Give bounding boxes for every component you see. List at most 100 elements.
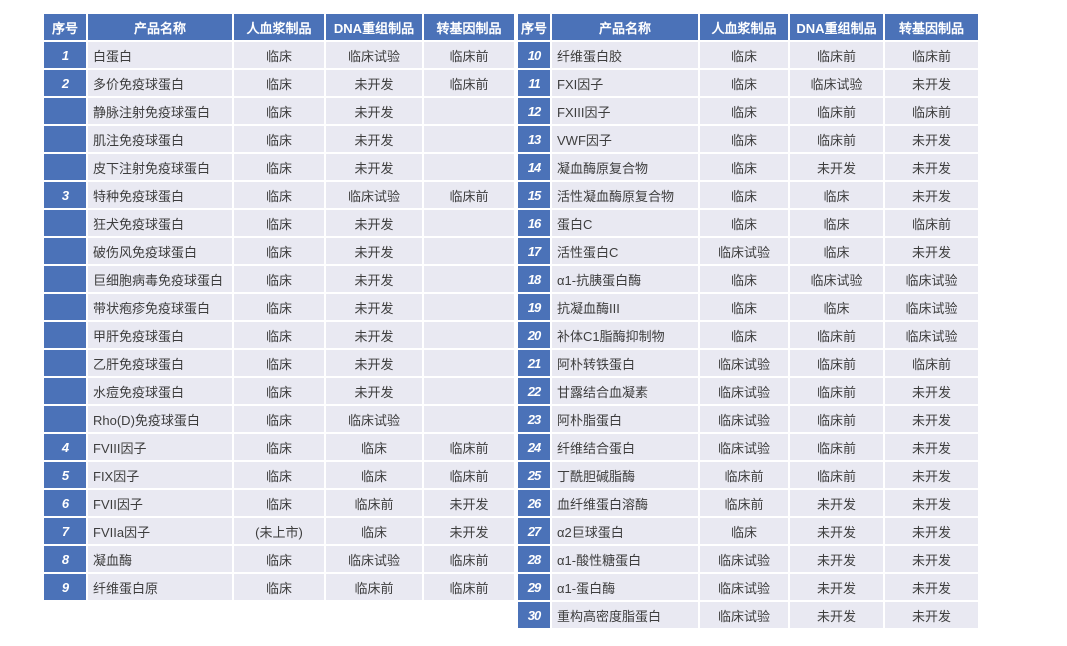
row-number-cell: 16 [518,210,550,236]
transgenic-status-cell: 未开发 [885,378,978,404]
table-row: 破伤风免疫球蛋白 临床 未开发 [44,238,514,264]
dna-status-cell: 未开发 [326,266,422,292]
table-row: 12 FXIII因子 临床 临床前 临床前 [518,98,978,124]
transgenic-status-cell: 未开发 [885,490,978,516]
plasma-status-cell: 临床试验 [700,602,788,628]
plasma-status-cell: (未上市) [234,518,324,544]
header-row: 序号 产品名称 人血浆制品 DNA重组制品 转基因制品 [518,14,978,40]
product-name-cell: 破伤风免疫球蛋白 [88,238,232,264]
table-row: 17 活性蛋白C 临床试验 临床 未开发 [518,238,978,264]
left-table-body: 1 白蛋白 临床 临床试验 临床前 2 多价免疫球蛋白 临床 未开发 临床前 静脉注射免疫球蛋白 临床… [44,42,514,600]
row-number-cell [44,266,86,292]
dna-status-cell: 临床 [790,294,883,320]
row-number-cell: 8 [44,546,86,572]
transgenic-status-cell: 未开发 [424,490,514,516]
transgenic-status-cell [424,238,514,264]
dna-status-cell: 未开发 [326,322,422,348]
product-name-cell: 阿朴转铁蛋白 [552,350,698,376]
dna-status-cell: 临床前 [790,98,883,124]
table-row: 10 纤维蛋白胶 临床 临床前 临床前 [518,42,978,68]
dna-status-cell: 临床前 [326,490,422,516]
transgenic-status-cell: 未开发 [885,70,978,96]
row-number-cell [44,126,86,152]
table-row: 30 重构高密度脂蛋白 临床试验 未开发 未开发 [518,602,978,628]
row-number-cell: 6 [44,490,86,516]
plasma-status-cell: 临床 [234,350,324,376]
plasma-status-cell: 临床试验 [700,350,788,376]
plasma-status-cell: 临床试验 [700,238,788,264]
dna-status-cell: 临床前 [790,42,883,68]
plasma-status-cell: 临床 [234,266,324,292]
dna-status-cell: 未开发 [790,518,883,544]
table-row: 9 纤维蛋白原 临床 临床前 临床前 [44,574,514,600]
product-name-cell: VWF因子 [552,126,698,152]
row-number-cell: 28 [518,546,550,572]
row-number-cell: 19 [518,294,550,320]
plasma-status-cell: 临床 [700,154,788,180]
table-row: 20 补体C1脂酶抑制物 临床 临床前 临床试验 [518,322,978,348]
dna-status-cell: 临床前 [790,462,883,488]
dna-status-cell: 未开发 [790,490,883,516]
dna-status-cell: 临床 [790,238,883,264]
product-name-cell: 巨细胞病毒免疫球蛋白 [88,266,232,292]
dna-status-cell: 临床试验 [326,42,422,68]
product-name-cell: FIX因子 [88,462,232,488]
product-name-cell: α1-蛋白酶 [552,574,698,600]
table-row: 3 特种免疫球蛋白 临床 临床试验 临床前 [44,182,514,208]
row-number-cell [44,378,86,404]
plasma-status-cell: 临床 [234,126,324,152]
transgenic-status-cell [424,322,514,348]
plasma-status-cell: 临床 [700,182,788,208]
dna-status-cell: 临床 [326,434,422,460]
product-name-cell: 白蛋白 [88,42,232,68]
plasma-status-cell: 临床 [234,574,324,600]
table-row: 29 α1-蛋白酶 临床试验 未开发 未开发 [518,574,978,600]
product-name-cell: 多价免疫球蛋白 [88,70,232,96]
table-row: 18 α1-抗胰蛋白酶 临床 临床试验 临床试验 [518,266,978,292]
plasma-status-cell: 临床 [234,434,324,460]
header-row: 序号 产品名称 人血浆制品 DNA重组制品 转基因制品 [44,14,514,40]
dna-status-cell: 临床前 [790,378,883,404]
product-name-cell: 狂犬免疫球蛋白 [88,210,232,236]
plasma-status-cell: 临床 [234,322,324,348]
dna-status-cell: 未开发 [790,154,883,180]
dna-status-cell: 临床 [326,518,422,544]
row-number-cell [44,294,86,320]
column-header: 转基因制品 [424,14,514,40]
row-number-cell [44,154,86,180]
product-name-cell: 乙肝免疫球蛋白 [88,350,232,376]
row-number-cell: 18 [518,266,550,292]
plasma-status-cell: 临床 [700,42,788,68]
plasma-status-cell: 临床 [234,182,324,208]
product-name-cell: Rho(D)免疫球蛋白 [88,406,232,432]
plasma-status-cell: 临床 [234,378,324,404]
table-row: 13 VWF因子 临床 临床前 未开发 [518,126,978,152]
plasma-status-cell: 临床 [700,126,788,152]
plasma-status-cell: 临床 [700,294,788,320]
table-row: 带状疱疹免疫球蛋白 临床 未开发 [44,294,514,320]
product-name-cell: 活性蛋白C [552,238,698,264]
row-number-cell: 26 [518,490,550,516]
plasma-status-cell: 临床试验 [700,574,788,600]
tables-container: 序号 产品名称 人血浆制品 DNA重组制品 转基因制品 1 白蛋白 临床 临床试验 临床前 2 多价… [42,12,980,630]
product-name-cell: 血纤维蛋白溶酶 [552,490,698,516]
plasma-status-cell: 临床 [234,406,324,432]
table-row: 肌注免疫球蛋白 临床 未开发 [44,126,514,152]
transgenic-status-cell [424,154,514,180]
transgenic-status-cell: 临床试验 [885,294,978,320]
dna-status-cell: 临床 [790,182,883,208]
transgenic-status-cell [424,294,514,320]
plasma-status-cell: 临床 [234,70,324,96]
row-number-cell: 20 [518,322,550,348]
table-row: 19 抗凝血酶III 临床 临床 临床试验 [518,294,978,320]
transgenic-status-cell: 未开发 [424,518,514,544]
transgenic-status-cell: 临床前 [424,462,514,488]
table-row: 16 蛋白C 临床 临床 临床前 [518,210,978,236]
transgenic-status-cell: 未开发 [885,126,978,152]
product-name-cell: 凝血酶原复合物 [552,154,698,180]
row-number-cell [44,350,86,376]
column-header: DNA重组制品 [790,14,883,40]
transgenic-status-cell: 临床前 [424,546,514,572]
row-number-cell: 30 [518,602,550,628]
transgenic-status-cell: 临床前 [885,350,978,376]
